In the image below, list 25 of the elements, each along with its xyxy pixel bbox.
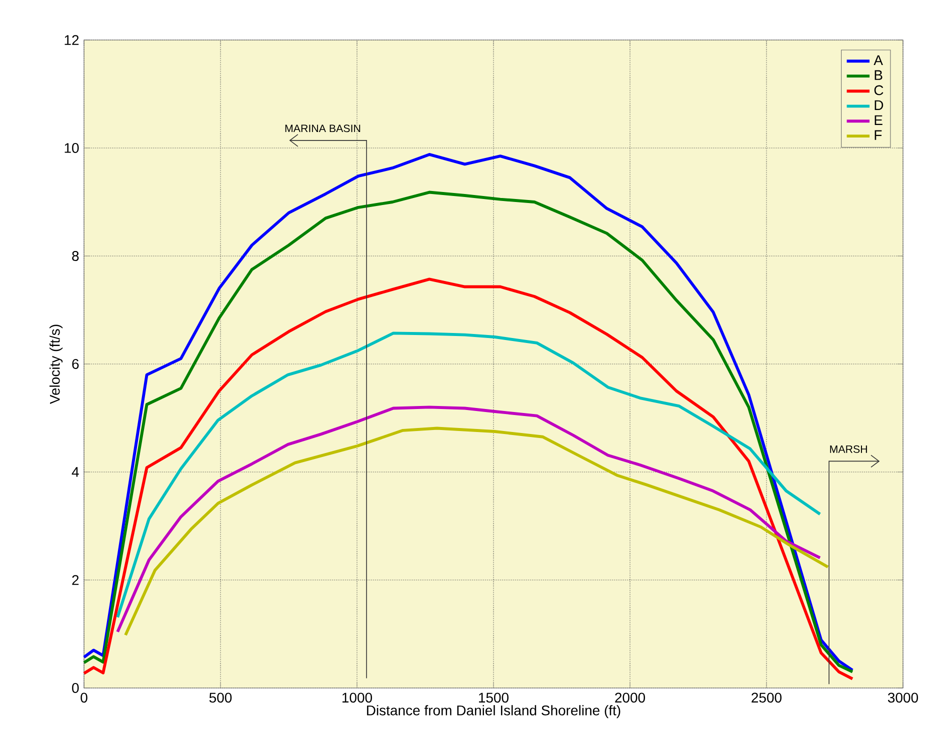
x-tick-label: 500 bbox=[209, 692, 232, 703]
y-tick-label: 4 bbox=[72, 467, 79, 477]
y-tick-label: 6 bbox=[72, 359, 79, 369]
legend-label: C bbox=[874, 85, 884, 96]
y-tick-label: 8 bbox=[72, 251, 79, 261]
legend-label: F bbox=[874, 130, 882, 140]
x-tick-label: 1500 bbox=[478, 692, 509, 703]
legend-label: A bbox=[874, 55, 883, 65]
line-series bbox=[116, 332, 822, 619]
legend-label: E bbox=[874, 115, 882, 125]
y-axis-title: Velocity (ft/s) bbox=[50, 324, 63, 404]
y-tick-label: 2 bbox=[72, 575, 79, 585]
x-tick-label: 0 bbox=[80, 692, 88, 703]
y-tick-label: 10 bbox=[64, 143, 79, 153]
x-tick-label: 3000 bbox=[888, 692, 918, 703]
ref-line-label: MARINA BASIN bbox=[285, 124, 360, 132]
y-tick-label: 12 bbox=[64, 35, 79, 45]
x-axis-title: Distance from Daniel Island Shoreline (ft) bbox=[367, 705, 620, 718]
y-tick-label: 0 bbox=[72, 683, 79, 693]
x-tick-label: 1000 bbox=[342, 692, 372, 703]
ref-line-label: MARSH bbox=[830, 445, 867, 453]
legend-label: D bbox=[874, 100, 884, 110]
legend-label: B bbox=[874, 70, 882, 80]
x-tick-label: 2000 bbox=[615, 692, 646, 703]
x-tick-label: 2500 bbox=[752, 692, 782, 703]
